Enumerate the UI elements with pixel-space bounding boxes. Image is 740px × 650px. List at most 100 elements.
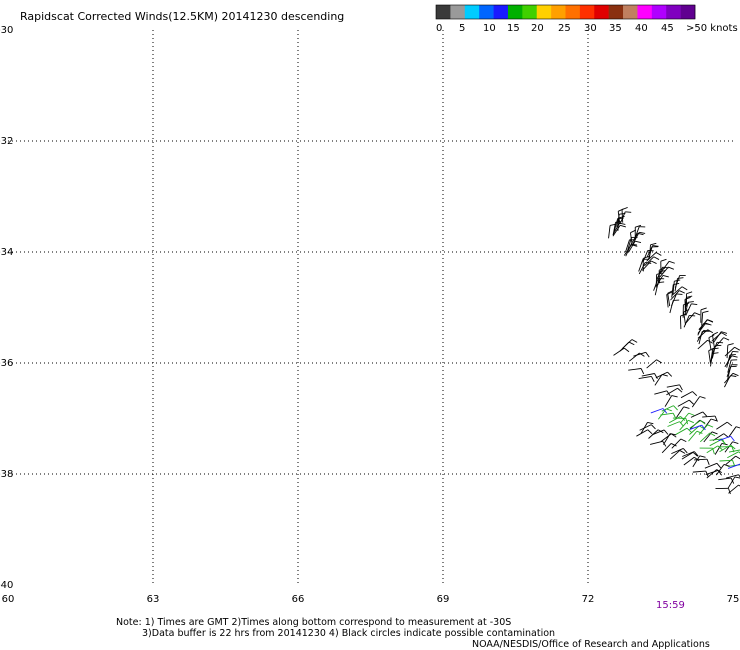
- wind-barb: [726, 354, 731, 368]
- wind-barb: [683, 311, 686, 325]
- colorbar-segment: [608, 5, 624, 19]
- wind-barb: [632, 232, 640, 244]
- wind-barb: [666, 387, 678, 396]
- wind-barb-flag: [640, 368, 645, 375]
- y-tick-label: -36: [0, 358, 13, 369]
- colorbar-label: 25: [558, 23, 571, 34]
- wind-barb-flag: [681, 286, 688, 291]
- wind-barb: [663, 433, 671, 445]
- wind-barb: [676, 406, 685, 418]
- wind-barb-flag: [707, 319, 713, 323]
- wind-barb: [648, 429, 659, 439]
- wind-barb: [727, 366, 732, 380]
- wind-barb: [680, 412, 690, 424]
- wind-barb-flag: [619, 222, 626, 225]
- wind-barb: [685, 312, 695, 323]
- colorbar-label: 0: [436, 23, 442, 34]
- colorbar-label: 15: [507, 23, 520, 34]
- wind-barb-flag: [712, 331, 719, 336]
- wind-barb-flag: [643, 256, 649, 259]
- wind-barb-flag: [732, 460, 736, 467]
- wind-barb: [719, 444, 731, 453]
- wind-barb-flag: [666, 291, 673, 295]
- wind-barb-flag: [668, 266, 675, 270]
- wind-barb-flag: [716, 463, 722, 469]
- wind-barb: [669, 300, 674, 314]
- note-line-1: Note: 1) Times are GMT 2)Times along bot…: [116, 617, 511, 628]
- wind-barb: [681, 451, 694, 460]
- wind-barb: [689, 424, 702, 431]
- wind-barb: [612, 225, 621, 237]
- wind-barb-flag: [651, 424, 656, 430]
- wind-barb-flag: [732, 372, 739, 377]
- wind-barb-flag: [689, 314, 696, 317]
- pass-time-label: 15:59: [656, 600, 685, 611]
- wind-barb-flag: [670, 433, 677, 436]
- colorbar-label: >50 knots: [686, 23, 738, 34]
- chart-title: Rapidscat Corrected Winds(12.5KM) 201412…: [20, 10, 344, 23]
- wind-barb: [613, 218, 619, 232]
- y-tick-label: -34: [0, 247, 13, 258]
- wind-barb: [675, 427, 688, 435]
- wind-barb: [677, 399, 690, 407]
- wind-barb-flag: [618, 208, 624, 212]
- wind-barb: [702, 415, 716, 418]
- colorbar-segment: [493, 5, 509, 19]
- wind-barb: [639, 424, 652, 431]
- wind-barb-flag: [699, 396, 706, 399]
- wind-barb: [713, 331, 722, 343]
- wind-barb: [714, 443, 723, 455]
- wind-barb-flag: [727, 343, 734, 346]
- wind-barb: [650, 408, 664, 414]
- wind-barb-flag: [635, 224, 642, 228]
- wind-barb-flag: [723, 337, 730, 341]
- wind-barb-flag: [701, 424, 706, 431]
- wind-barb: [692, 455, 701, 468]
- wind-barb-flag: [652, 245, 659, 247]
- colorbar-segment: [666, 5, 681, 19]
- wind-barb-flag: [647, 429, 653, 435]
- wind-barb-flag: [735, 426, 740, 429]
- wind-barb-flag: [628, 341, 635, 346]
- wind-barb-flag: [618, 215, 625, 219]
- wind-barb: [628, 240, 636, 253]
- wind-barb-flag: [682, 448, 688, 454]
- wind-barb: [708, 350, 711, 364]
- wind-barb-flag: [707, 339, 713, 344]
- y-tick-label: -40: [0, 580, 13, 591]
- wind-barb-flag: [700, 420, 706, 425]
- x-tick-label: 72: [582, 594, 595, 605]
- wind-barb: [710, 348, 714, 362]
- wind-barb-flag: [738, 474, 740, 478]
- colorbar-segment: [536, 5, 552, 19]
- wind-barb-flag: [659, 270, 666, 273]
- wind-barb: [668, 416, 681, 424]
- wind-barb: [650, 440, 663, 445]
- wind-barb-flag: [654, 373, 658, 379]
- wind-barb-flag: [720, 439, 726, 445]
- y-tick-labels: -30 -32 -34 -36 -38 -40: [0, 25, 13, 591]
- wind-barb-flag: [653, 256, 660, 260]
- wind-barb-flag: [688, 419, 694, 424]
- colorbar-label: 30: [584, 23, 597, 34]
- wind-barb-flag: [668, 260, 675, 264]
- wind-barb: [640, 422, 648, 434]
- x-tick-label: 63: [147, 594, 160, 605]
- wind-barb-flag: [623, 347, 630, 353]
- wind-barb-flag: [702, 411, 708, 417]
- wind-barb: [710, 353, 714, 367]
- wind-barb-flag: [688, 399, 694, 405]
- wind-barb-flag: [619, 213, 626, 215]
- wind-barb: [628, 352, 640, 362]
- wind-barb-flag: [712, 352, 719, 355]
- wind-barb: [616, 214, 620, 228]
- colorbar-segment: [637, 5, 653, 19]
- wind-barb: [667, 293, 671, 307]
- wind-barb-flag: [667, 371, 673, 377]
- colorbar-label: 20: [531, 23, 544, 34]
- wind-barb-flag: [667, 290, 674, 294]
- wind-barb-flag: [692, 451, 698, 457]
- wind-barb: [613, 347, 625, 356]
- wind-barb-flag: [686, 295, 693, 298]
- wind-barb-flag: [662, 408, 668, 414]
